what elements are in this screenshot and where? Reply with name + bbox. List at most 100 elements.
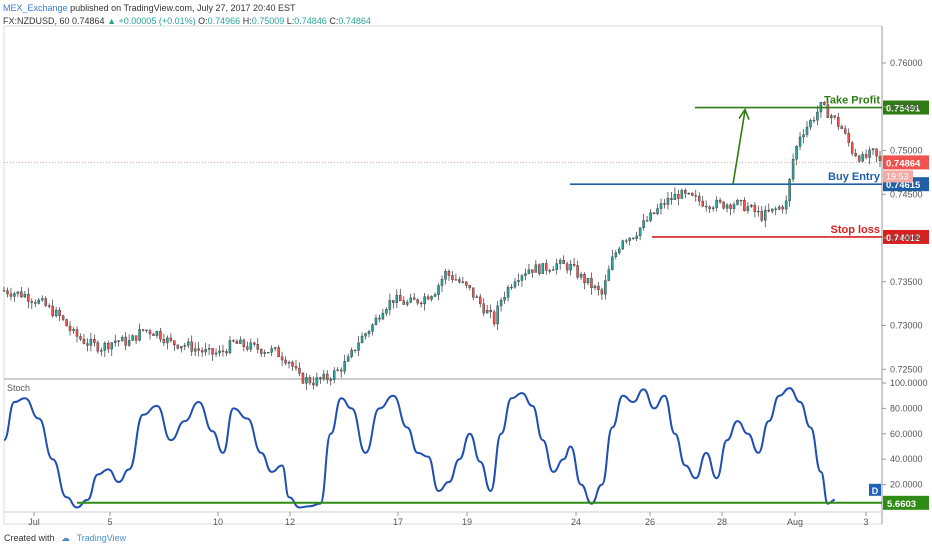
candle-body (120, 336, 124, 342)
candle-body (739, 199, 743, 202)
candle-body (138, 329, 141, 341)
candle-body (270, 348, 273, 353)
candle-body (256, 344, 260, 350)
candle-body (857, 155, 861, 162)
candle-body (360, 335, 364, 344)
candle-body (750, 204, 753, 207)
last-price-text: 0.74864 (72, 16, 105, 26)
candle-body (113, 340, 117, 343)
candle-body (551, 269, 555, 271)
candle-body (27, 294, 30, 302)
candle-body (180, 346, 183, 349)
tradingview-brand[interactable]: TradingView (76, 533, 127, 543)
candle-body (496, 305, 499, 325)
close-label: C: (329, 16, 339, 26)
change-up-icon: ▲ (107, 16, 117, 26)
symbol-label: FX:NZDUSD, 60 (3, 16, 70, 26)
candle-body (343, 361, 346, 372)
candle-body (472, 287, 475, 298)
candle-body (402, 300, 406, 305)
stoch-tick-label: 100.0000 (890, 378, 928, 388)
candle-body (239, 339, 242, 344)
candle-body (677, 194, 680, 199)
candle-body (777, 206, 781, 210)
candle-body (58, 309, 61, 316)
price-tick-label: 0.72500 (890, 364, 923, 374)
candle-body (534, 264, 538, 273)
candle-body (621, 240, 625, 250)
candle-body (409, 297, 412, 303)
candle-body (764, 209, 767, 221)
time-tick-label: 17 (393, 517, 403, 527)
level-label: Buy Entry (828, 171, 881, 183)
candle-body (506, 287, 510, 298)
footer: Created with ☁ TradingView (4, 533, 126, 544)
candle-body (346, 356, 350, 362)
candle-body (458, 279, 461, 283)
candle-body (510, 286, 513, 289)
candle-body (875, 148, 878, 157)
candle-body (162, 339, 166, 344)
candle-body (753, 204, 757, 212)
candle-body (843, 128, 847, 134)
candle-body (117, 340, 120, 342)
candle-body (322, 373, 326, 380)
arrow-head-icon (738, 107, 750, 120)
candle-body (847, 132, 850, 143)
candle-body (565, 263, 569, 271)
candle-body (708, 206, 711, 209)
candle-body (729, 204, 732, 209)
candle-body (597, 285, 600, 290)
candle-body (13, 293, 16, 297)
candles (2, 99, 882, 390)
candle-body (628, 237, 631, 241)
candle-body (861, 154, 864, 162)
candle-body (604, 280, 607, 295)
candle-body (635, 235, 638, 239)
candle-body (538, 264, 541, 274)
candle-body (193, 348, 197, 352)
candle-body (312, 382, 315, 386)
candle-body (266, 352, 270, 354)
candle-body (86, 343, 89, 346)
candle-body (468, 285, 472, 289)
candle-body (854, 153, 857, 157)
candle-body (541, 263, 545, 274)
candle-body (864, 154, 868, 158)
candle-body (593, 285, 597, 289)
interval-badge (869, 483, 881, 496)
low-value: 0.74846 (294, 16, 327, 26)
chart-frame (3, 25, 883, 525)
low-label: L: (286, 16, 295, 26)
candle-body (475, 296, 479, 298)
candle-body (61, 315, 65, 320)
candle-body (218, 350, 221, 354)
candle-body (850, 142, 854, 154)
candle-body (656, 208, 659, 214)
candle-body (173, 340, 176, 346)
candle-body (72, 329, 75, 331)
candle-body (395, 294, 399, 303)
publisher-link[interactable]: MEX_Exchange (3, 3, 68, 13)
time-tick-label: 10 (213, 517, 223, 527)
candle-body (326, 373, 329, 380)
candle-body (426, 296, 430, 300)
candle-body (211, 348, 214, 355)
candle-body (812, 119, 816, 122)
time-tick-label: 28 (717, 517, 727, 527)
candle-body (878, 155, 882, 162)
candle-body (6, 290, 9, 295)
candle-body (30, 301, 34, 303)
candle-body (319, 377, 322, 380)
candle-body (437, 285, 440, 295)
level-value-label: 0.75491 (886, 104, 921, 115)
candle-body (718, 199, 722, 203)
candle-body (451, 275, 454, 280)
candle-body (145, 329, 148, 331)
candle-body (228, 340, 232, 354)
candle-body (294, 366, 298, 369)
candle-body (482, 303, 485, 314)
candle-body (259, 349, 263, 354)
candle-body (485, 310, 489, 314)
